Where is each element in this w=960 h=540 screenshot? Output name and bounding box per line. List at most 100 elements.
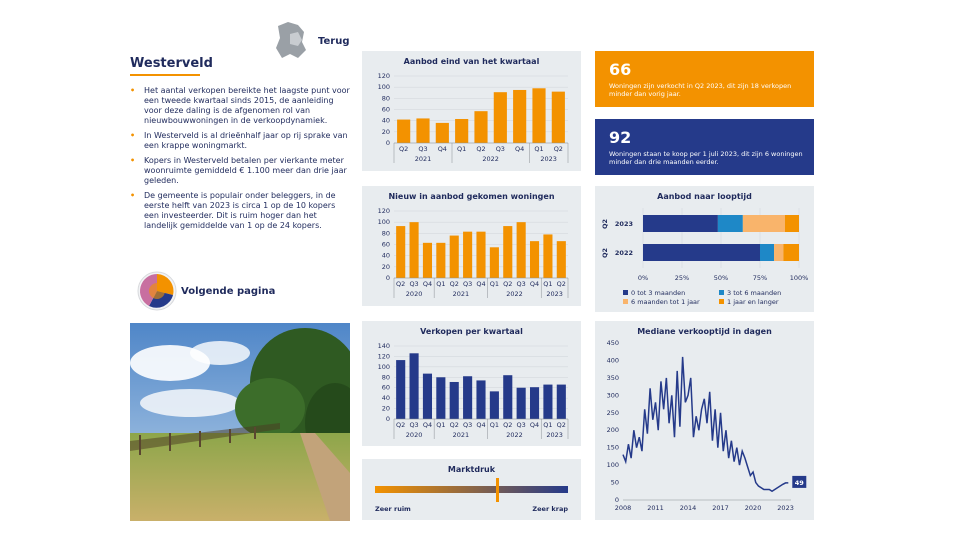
stat-box-te-koop: 92 Woningen staan te koop per 1 juli 202… xyxy=(595,119,814,175)
title-underline xyxy=(130,74,200,76)
legend-swatch xyxy=(623,299,628,304)
bar xyxy=(463,231,473,278)
bar xyxy=(556,241,566,278)
bar xyxy=(449,235,459,278)
y-tick-label: 40 xyxy=(382,394,390,402)
legend-swatch xyxy=(623,290,628,295)
bar xyxy=(503,375,513,419)
x-tick-label: 2008 xyxy=(615,504,632,512)
x-tick-label: Q2 xyxy=(450,280,459,288)
bar xyxy=(543,384,553,419)
bar xyxy=(493,92,507,143)
x-tick-label: 50% xyxy=(714,274,728,282)
stat-box-verkocht: 66 Woningen zijn verkocht in Q2 2023, di… xyxy=(595,51,814,107)
chart-title: Aanbod naar looptijd xyxy=(657,192,752,201)
x-tick-label: Q1 xyxy=(436,421,445,429)
bar xyxy=(422,242,433,278)
bar xyxy=(476,231,486,278)
y-tick-label: 0 xyxy=(386,139,390,147)
chart-title: Mediane verkooptijd in dagen xyxy=(637,327,772,336)
legend-label: 6 maanden tot 1 jaar xyxy=(631,298,700,306)
group-label: 2021 xyxy=(415,155,432,163)
y-tick-label: 100 xyxy=(607,461,619,469)
marktdruk-right-label: Zeer krap xyxy=(532,505,568,513)
x-tick-label: Q4 xyxy=(515,145,524,153)
x-tick-label: Q1 xyxy=(543,421,552,429)
group-label: 2020 xyxy=(406,431,423,439)
y-tick-label: 20 xyxy=(382,128,390,136)
bullet-item: Het aantal verkopen bereikte het laagste… xyxy=(130,86,352,126)
stacked-segment xyxy=(643,215,718,232)
marktdruk-title: Marktdruk xyxy=(447,465,496,474)
y-tick-label: 80 xyxy=(382,373,390,381)
legend-swatch xyxy=(719,290,724,295)
bar xyxy=(409,353,419,419)
y-tick-label: 20 xyxy=(382,405,390,413)
end-value-badge xyxy=(792,475,807,488)
x-tick-label: Q3 xyxy=(409,421,418,429)
x-tick-label: Q3 xyxy=(517,421,526,429)
group-label: 2023 xyxy=(540,155,557,163)
x-tick-label: 2011 xyxy=(647,504,664,512)
y-tick-label: 100 xyxy=(378,363,390,371)
bar-chart-aanbod: 0 20 40 60 80 100 120 Q2 Q3 Q4 Q1 Q2 Q3 Q4 Q1 Q2 2021 202… xyxy=(378,72,569,163)
y-tick-label: 120 xyxy=(378,72,390,80)
x-tick-label: Q1 xyxy=(436,280,445,288)
bar xyxy=(396,360,406,419)
x-tick-label: Q4 xyxy=(423,421,432,429)
x-tick-label: Q2 xyxy=(554,145,563,153)
group-label: 2021 xyxy=(453,290,470,298)
next-page-link[interactable]: Volgende pagina xyxy=(181,286,276,297)
group-label: 2020 xyxy=(406,290,423,298)
marktdruk-left-label: Zeer ruim xyxy=(375,505,411,513)
y-tick-label: 40 xyxy=(382,117,390,125)
marktdruk-panel: Marktdruk Zeer ruim Zeer krap xyxy=(362,459,581,520)
x-tick-label: Q3 xyxy=(409,280,418,288)
bar xyxy=(489,391,499,419)
bullet-list: Het aantal verkopen bereikte het laagste… xyxy=(130,86,352,236)
marktdruk-marker xyxy=(495,478,499,502)
y-tick-label: 60 xyxy=(382,241,390,249)
y-tick-label: 0 xyxy=(615,496,619,504)
stacked-bar-looptijd: 0% 25% 50% 75% 100% 2023 Q2 2022 Q2 0 tot 3 maand… xyxy=(601,208,808,306)
y-tick-label: 100 xyxy=(378,83,390,91)
bar xyxy=(476,380,486,419)
group-label: 2022 xyxy=(506,290,523,298)
x-tick-label: Q2 xyxy=(503,421,512,429)
chart-title: Nieuw in aanbod gekomen woningen xyxy=(388,192,555,201)
landscape-photo xyxy=(130,323,350,521)
y-tick-label: 300 xyxy=(607,391,619,399)
page-title: Westerveld xyxy=(130,56,213,71)
y-tick-label: 0 xyxy=(386,415,390,423)
chart-title: Aanbod eind van het kwartaal xyxy=(403,57,540,66)
stacked-segment xyxy=(742,215,785,232)
marktdruk-gradient xyxy=(375,486,568,493)
y-tick-label: 400 xyxy=(607,356,619,364)
x-tick-label: 25% xyxy=(675,274,689,282)
x-tick-label: Q2 xyxy=(396,421,405,429)
x-tick-label: Q1 xyxy=(543,280,552,288)
bar xyxy=(396,226,406,278)
bar xyxy=(422,373,433,419)
x-tick-label: Q3 xyxy=(418,145,427,153)
bar xyxy=(529,241,540,278)
y-tick-label: 250 xyxy=(607,409,619,417)
bar xyxy=(556,384,566,419)
x-tick-label: Q1 xyxy=(490,280,499,288)
x-tick-label: 2017 xyxy=(712,504,729,512)
x-tick-label: Q4 xyxy=(476,421,485,429)
bar xyxy=(474,111,488,143)
group-label: 2022 xyxy=(482,155,499,163)
x-tick-label: Q1 xyxy=(490,421,499,429)
x-tick-label: Q2 xyxy=(450,421,459,429)
stacked-segment xyxy=(774,244,784,261)
back-link[interactable]: Terug xyxy=(318,36,350,47)
bar xyxy=(516,387,526,419)
stacked-segment xyxy=(717,215,743,232)
line-chart-verkooptijd: 0 50 100 150 200 250 300 350 400 450 2008 2011 2014 2… xyxy=(607,339,807,512)
pie-icon[interactable] xyxy=(137,271,177,311)
bar xyxy=(436,242,446,278)
map-icon xyxy=(276,22,306,58)
chart-panel-verkopen: Verkopen per kwartaal 0 20 40 60 80 100 120 140… xyxy=(362,321,581,446)
x-tick-label: Q2 xyxy=(503,280,512,288)
